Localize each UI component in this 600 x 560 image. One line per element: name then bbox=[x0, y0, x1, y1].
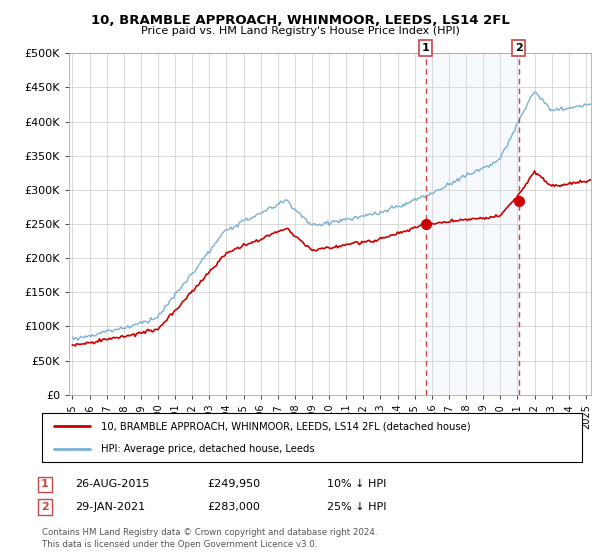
Text: 29-JAN-2021: 29-JAN-2021 bbox=[75, 502, 145, 512]
Text: 26-AUG-2015: 26-AUG-2015 bbox=[75, 479, 149, 489]
Text: 10, BRAMBLE APPROACH, WHINMOOR, LEEDS, LS14 2FL: 10, BRAMBLE APPROACH, WHINMOOR, LEEDS, L… bbox=[91, 14, 509, 27]
Text: Contains HM Land Registry data © Crown copyright and database right 2024.
This d: Contains HM Land Registry data © Crown c… bbox=[42, 528, 377, 549]
Text: 10% ↓ HPI: 10% ↓ HPI bbox=[327, 479, 386, 489]
Text: 2: 2 bbox=[515, 43, 523, 53]
Text: 10, BRAMBLE APPROACH, WHINMOOR, LEEDS, LS14 2FL (detached house): 10, BRAMBLE APPROACH, WHINMOOR, LEEDS, L… bbox=[101, 421, 471, 431]
Text: 1: 1 bbox=[422, 43, 430, 53]
Text: 1: 1 bbox=[41, 479, 49, 489]
Text: 25% ↓ HPI: 25% ↓ HPI bbox=[327, 502, 386, 512]
Text: £283,000: £283,000 bbox=[207, 502, 260, 512]
Text: £249,950: £249,950 bbox=[207, 479, 260, 489]
Bar bbox=[426, 53, 519, 395]
Text: 2: 2 bbox=[41, 502, 49, 512]
Text: Price paid vs. HM Land Registry's House Price Index (HPI): Price paid vs. HM Land Registry's House … bbox=[140, 26, 460, 36]
Text: HPI: Average price, detached house, Leeds: HPI: Average price, detached house, Leed… bbox=[101, 444, 315, 454]
